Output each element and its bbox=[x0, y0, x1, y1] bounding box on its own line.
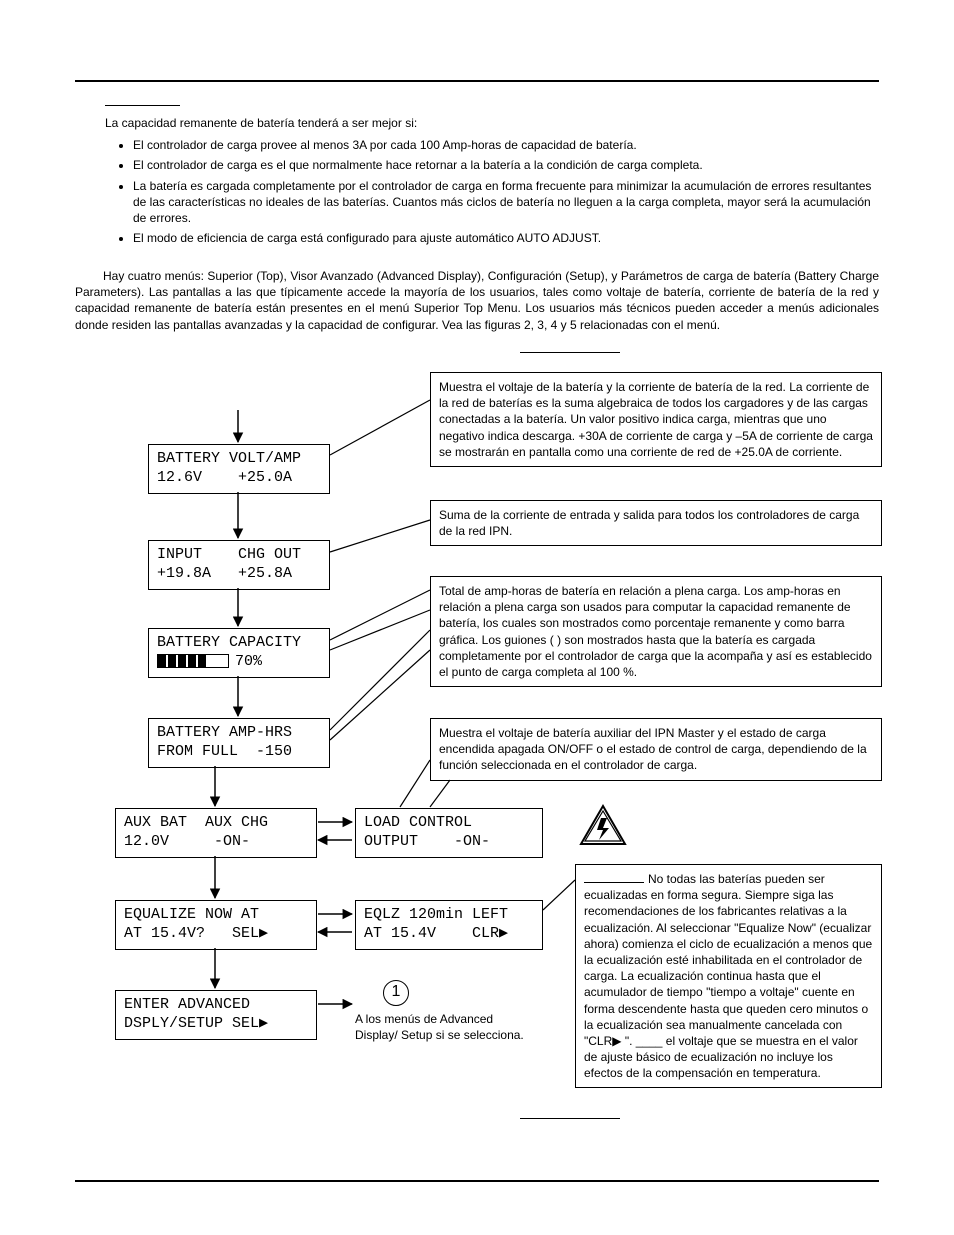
desc-capacity: Total de amp-horas de batería en relació… bbox=[430, 576, 882, 687]
desc-input-chg: Suma de la corriente de entrada y salida… bbox=[430, 500, 882, 546]
advanced-subcaption: A los menús de Advanced Display/ Setup s… bbox=[355, 1012, 535, 1043]
lcd-enter-advanced: ENTER ADVANCED DSPLY/SETUP SEL▶ bbox=[115, 990, 317, 1040]
mini-rule bbox=[520, 1118, 620, 1119]
bullet-item: La batería es cargada completamente por … bbox=[133, 178, 879, 227]
lcd-aux-bat: AUX BAT AUX CHG 12.0V -ON- bbox=[115, 808, 317, 858]
lcd-battery-capacity: BATTERY CAPACITY 70% bbox=[148, 628, 330, 678]
lcd-battery-volt-amp: BATTERY VOLT/AMP 12.6V +25.0A bbox=[148, 444, 330, 494]
bullet-item: El controlador de carga provee al menos … bbox=[133, 137, 879, 153]
lcd-input-chg-out: INPUT CHG OUT +19.8A +25.8A bbox=[148, 540, 330, 590]
intro-lead: La capacidad remanente de batería tender… bbox=[105, 116, 417, 130]
section-underline bbox=[105, 105, 180, 106]
menus-paragraph: Hay cuatro menús: Superior (Top), Visor … bbox=[75, 268, 879, 333]
top-rule bbox=[75, 80, 879, 82]
capacity-bar-icon bbox=[157, 654, 229, 668]
mini-rule bbox=[520, 352, 620, 353]
bottom-rule bbox=[75, 1180, 879, 1182]
lcd-battery-amp-hrs: BATTERY AMP-HRS FROM FULL -150 bbox=[148, 718, 330, 768]
intro-block: La capacidad remanente de batería tender… bbox=[105, 115, 879, 250]
desc-volt-amp: Muestra el voltaje de la batería y la co… bbox=[430, 372, 882, 467]
lcd-eqlz-left: EQLZ 120min LEFT AT 15.4V CLR▶ bbox=[355, 900, 543, 950]
lcd-load-control: LOAD CONTROL OUTPUT -ON- bbox=[355, 808, 543, 858]
intro-bullets: El controlador de carga provee al menos … bbox=[133, 137, 879, 246]
circled-one-icon: 1 bbox=[383, 980, 409, 1006]
bullet-item: El controlador de carga es el que normal… bbox=[133, 157, 879, 173]
page: La capacidad remanente de batería tender… bbox=[0, 0, 954, 1235]
warning-icon bbox=[579, 804, 627, 848]
desc-aux-bat: Muestra el voltaje de batería auxiliar d… bbox=[430, 718, 882, 781]
bullet-item: El modo de eficiencia de carga está conf… bbox=[133, 230, 879, 246]
desc-equalize: No todas las baterías pueden ser ecualiz… bbox=[575, 864, 882, 1088]
lcd-equalize-now: EQUALIZE NOW AT AT 15.4V? SEL▶ bbox=[115, 900, 317, 950]
